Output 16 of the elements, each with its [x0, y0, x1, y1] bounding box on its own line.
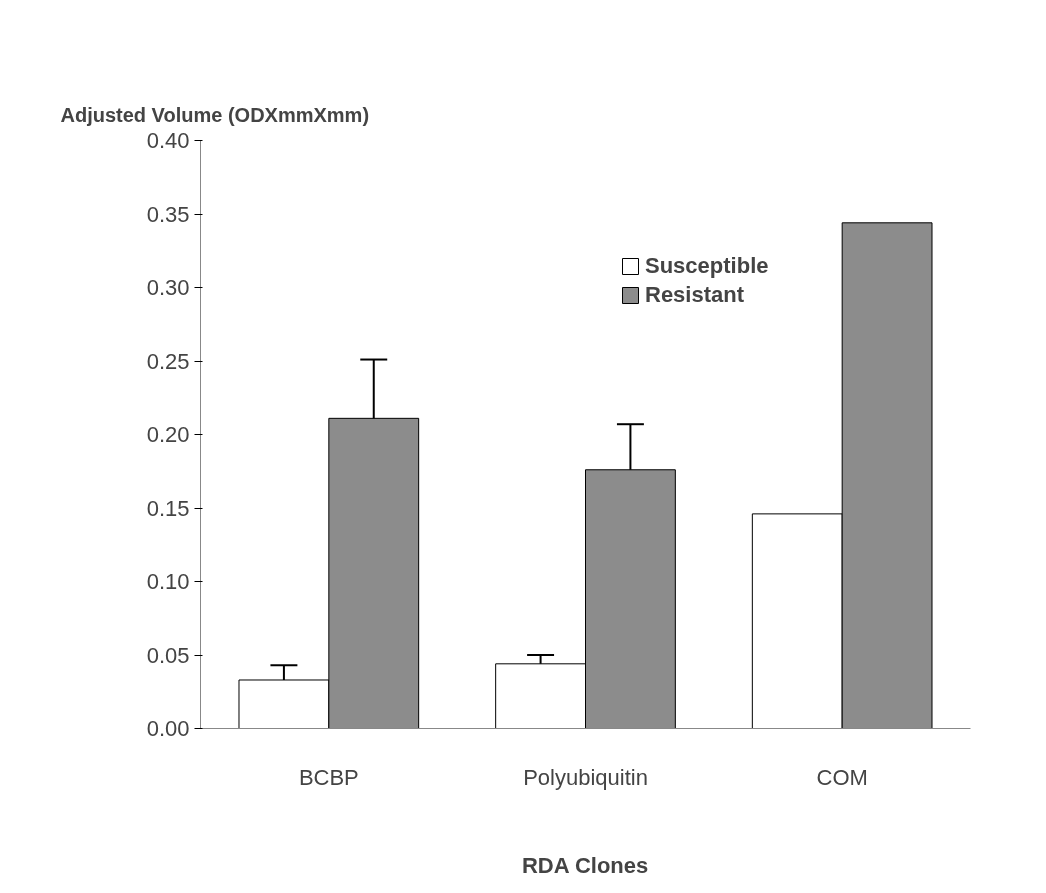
y-tick-label: 0.10: [146, 569, 190, 594]
y-tick-label: 0.35: [146, 201, 190, 227]
y-tick-label: 0.25: [146, 348, 190, 374]
y-tick-label: 0.20: [146, 422, 190, 447]
x-axis-title: RDA Clones: [521, 852, 649, 878]
x-tick-label: BCBP: [298, 764, 359, 790]
x-tick-label: Polyubiquitin: [523, 764, 648, 790]
legend-label: Resistant: [645, 282, 745, 308]
legend-label: Susceptible: [645, 253, 769, 279]
x-tick-label: COM: [816, 764, 868, 790]
y-axis-title: Adjusted Volume (ODXmmXmm): [60, 103, 370, 126]
y-tick-label: 0.05: [146, 642, 190, 668]
y-tick-label: 0.30: [146, 275, 190, 300]
y-tick-label: 0.15: [146, 495, 190, 521]
y-tick-label: 0.00: [146, 716, 190, 741]
y-tick-label: 0.40: [146, 128, 190, 153]
